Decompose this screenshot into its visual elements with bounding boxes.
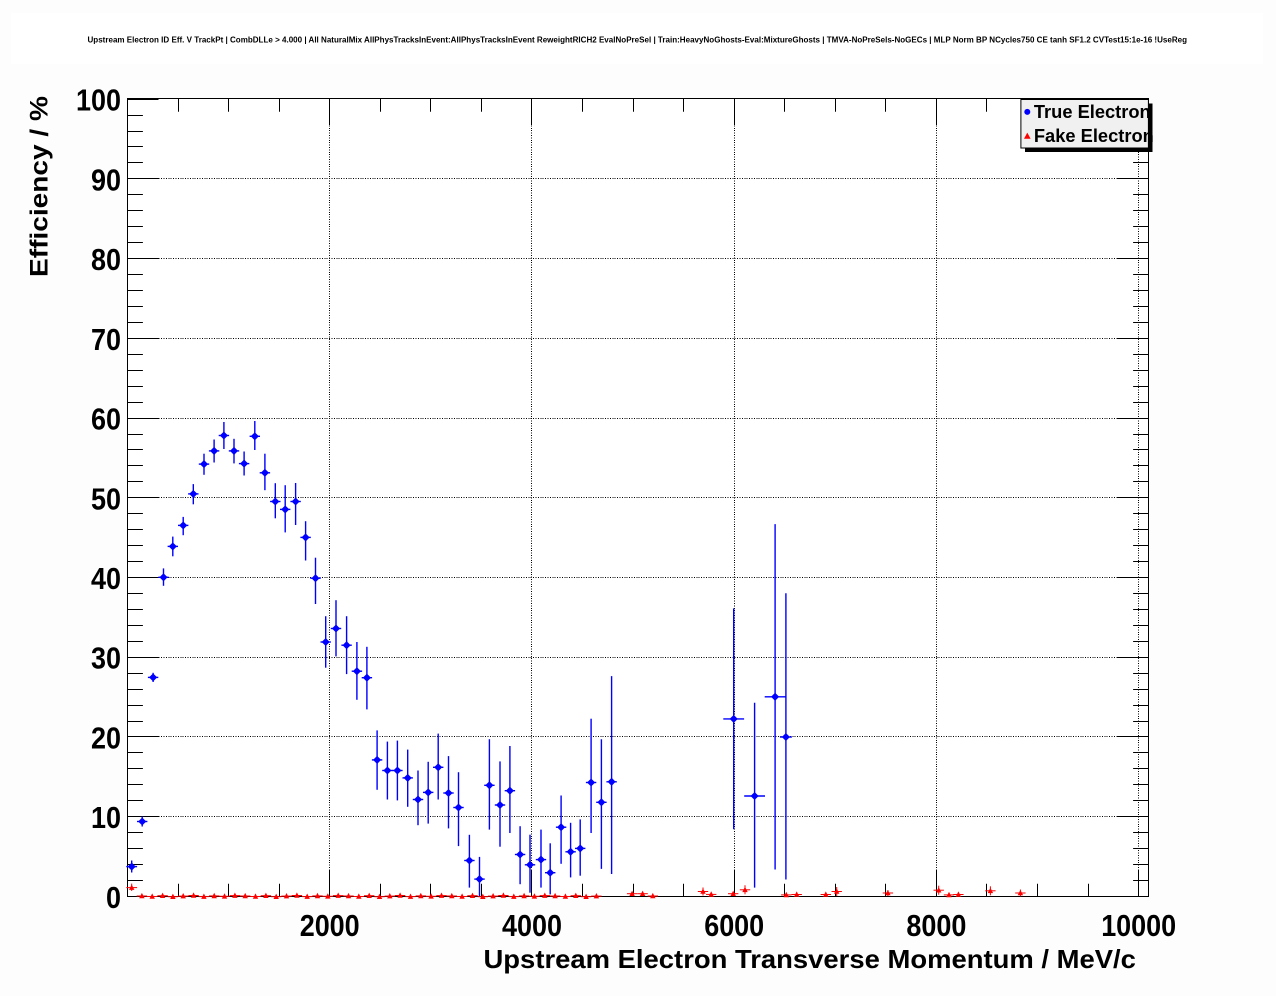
svg-text:80: 80 [91,242,121,277]
svg-text:Fake Electron: Fake Electron [1034,125,1154,146]
svg-text:50: 50 [91,481,121,516]
svg-text:30: 30 [91,641,121,676]
svg-text:70: 70 [91,322,121,357]
svg-text:8000: 8000 [906,908,966,943]
svg-text:Efficiency / %: Efficiency / % [26,96,54,277]
svg-text:2000: 2000 [300,908,360,943]
svg-text:20: 20 [91,721,121,756]
svg-text:Upstream Electron Transverse M: Upstream Electron Transverse Momentum / … [484,944,1136,974]
svg-text:True Electron: True Electron [1034,101,1151,122]
svg-text:100: 100 [76,83,121,118]
svg-text:90: 90 [91,162,121,197]
svg-text:6000: 6000 [704,908,764,943]
svg-text:4000: 4000 [502,908,562,943]
svg-text:10000: 10000 [1101,908,1176,943]
svg-text:0: 0 [106,880,121,915]
svg-text:60: 60 [91,402,121,437]
svg-text:40: 40 [91,561,121,596]
svg-text:10: 10 [91,800,121,835]
svg-text:Upstream Electron ID Eff. V Tr: Upstream Electron ID Eff. V TrackPt | Co… [88,34,1188,44]
